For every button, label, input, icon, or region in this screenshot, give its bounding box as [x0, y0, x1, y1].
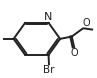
- Text: N: N: [44, 12, 53, 22]
- Text: O: O: [83, 18, 90, 28]
- Text: O: O: [71, 48, 78, 58]
- Text: Br: Br: [43, 65, 55, 75]
